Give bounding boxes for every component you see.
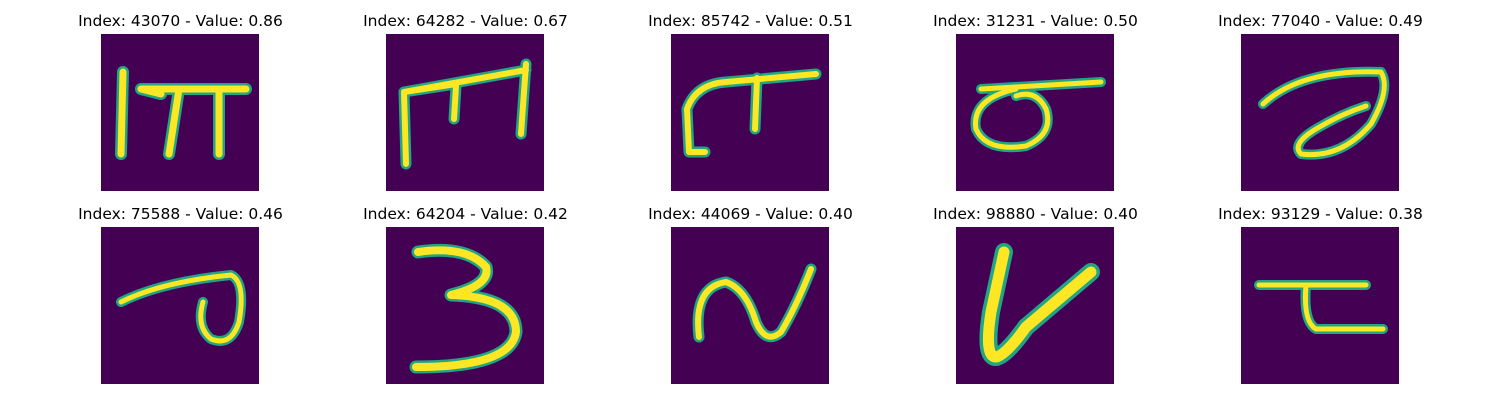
panel-3: Index: 85742 - Value: 0.51 [608, 11, 893, 196]
panel-10: Index: 93129 - Value: 0.38 [1178, 204, 1463, 389]
digit-image [956, 34, 1114, 191]
panel-title: Index: 43070 - Value: 0.86 [78, 12, 283, 30]
panel-title: Index: 77040 - Value: 0.49 [1218, 12, 1423, 30]
panel-8: Index: 44069 - Value: 0.40 [608, 204, 893, 389]
panel-5: Index: 77040 - Value: 0.49 [1178, 11, 1463, 196]
digit-image [1241, 34, 1399, 191]
digit-image [1241, 227, 1399, 384]
panel-title: Index: 98880 - Value: 0.40 [933, 205, 1138, 223]
digit-image [671, 227, 829, 384]
panel-title: Index: 85742 - Value: 0.51 [648, 12, 853, 30]
digit-image [956, 227, 1114, 384]
digit-image [386, 227, 544, 384]
panel-9: Index: 98880 - Value: 0.40 [893, 204, 1178, 389]
digit-image [101, 227, 259, 384]
panel-title: Index: 93129 - Value: 0.38 [1218, 205, 1423, 223]
panel-title: Index: 75588 - Value: 0.46 [78, 205, 283, 223]
panel-4: Index: 31231 - Value: 0.50 [893, 11, 1178, 196]
panel-7: Index: 64204 - Value: 0.42 [323, 204, 608, 389]
digit-image [671, 34, 829, 191]
panel-title: Index: 64282 - Value: 0.67 [363, 12, 568, 30]
panel-title: Index: 44069 - Value: 0.40 [648, 205, 853, 223]
panel-6: Index: 75588 - Value: 0.46 [38, 204, 323, 389]
panel-title: Index: 64204 - Value: 0.42 [363, 205, 568, 223]
panel-1: Index: 43070 - Value: 0.86 [38, 11, 323, 196]
panel-title: Index: 31231 - Value: 0.50 [933, 12, 1138, 30]
panel-2: Index: 64282 - Value: 0.67 [323, 11, 608, 196]
digit-image [101, 34, 259, 191]
digit-image [386, 34, 544, 191]
